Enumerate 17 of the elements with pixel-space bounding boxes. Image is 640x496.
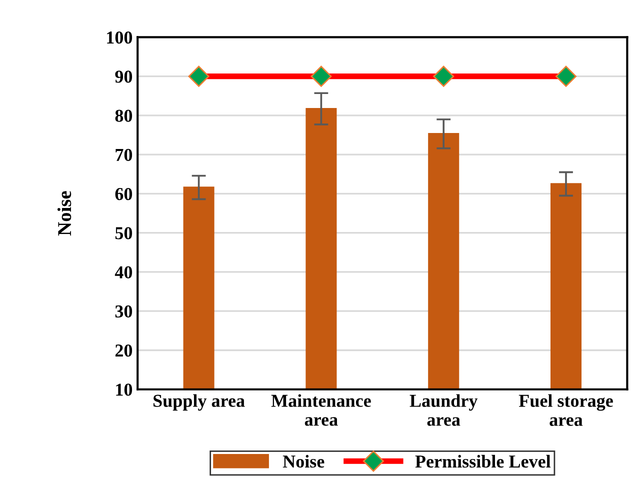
y-tick-label: 70: [116, 148, 132, 162]
x-tick-label: Maintenance area: [271, 394, 371, 426]
x-tick-label: Laundry area: [410, 394, 478, 426]
x-tick-label: Fuel storage area: [518, 394, 613, 426]
y-tick-label: 80: [115, 110, 132, 122]
y-tick-label: 60: [115, 188, 132, 200]
legend-label: Noise: [282, 454, 324, 468]
y-tick-label: 20: [115, 344, 132, 357]
y-tick-label: 50: [115, 227, 132, 240]
y-axis-title: Noise: [57, 191, 72, 236]
x-tick-label: Supply area: [154, 394, 245, 411]
y-tick-label: 40: [114, 266, 132, 278]
y-tick-label: 10: [116, 384, 132, 396]
y-tick-label: 90: [115, 70, 132, 83]
y-tick-label: 100: [107, 31, 132, 44]
legend-label: Permissible Level: [415, 454, 551, 468]
y-tick-label: 30: [115, 305, 132, 318]
